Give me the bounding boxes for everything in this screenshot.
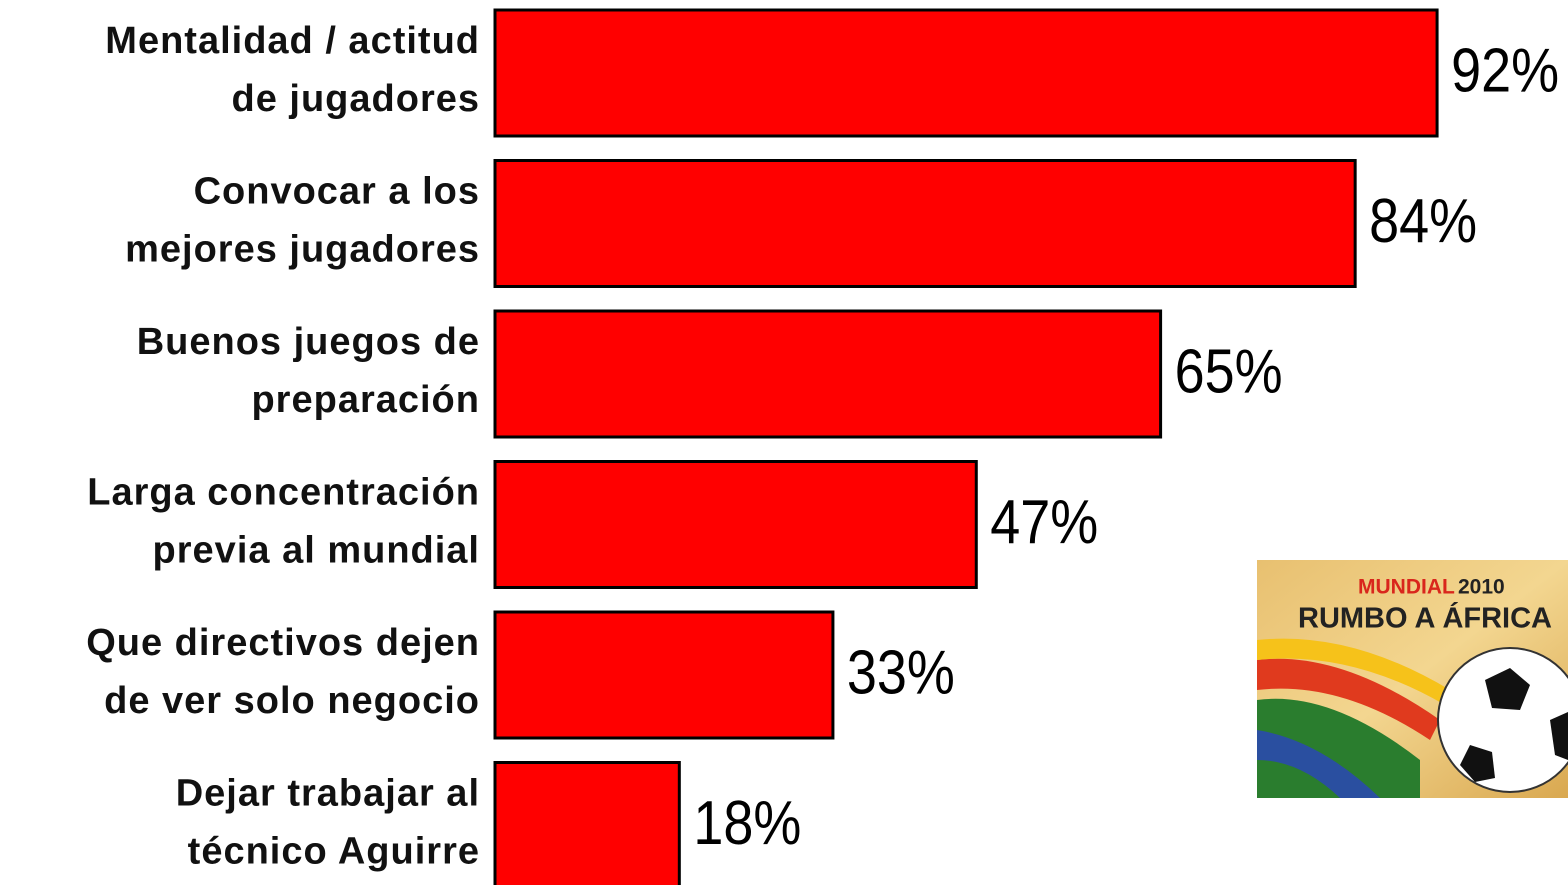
page: MUNDIAL 2010 RUMBO A ÁFRICA Mentalidad /… bbox=[0, 0, 1568, 885]
logo-year: 2010 bbox=[1458, 576, 1505, 599]
chart: MUNDIAL 2010 RUMBO A ÁFRICA Mentalidad /… bbox=[0, 0, 1568, 885]
value-label: 65% bbox=[1175, 337, 1283, 406]
value-label: 18% bbox=[693, 789, 801, 858]
category-label: técnico Aguirre bbox=[188, 831, 480, 873]
category-label: Larga concentración bbox=[87, 472, 480, 514]
value-label: 84% bbox=[1369, 187, 1477, 256]
bar bbox=[495, 311, 1161, 437]
bar bbox=[495, 612, 833, 738]
ball bbox=[1438, 648, 1568, 792]
value-label: 92% bbox=[1451, 36, 1559, 105]
category-label: Buenos juegos de bbox=[137, 321, 480, 363]
category-label: mejores jugadores bbox=[125, 229, 480, 271]
category-label: preparación bbox=[251, 379, 480, 421]
category-label: de jugadores bbox=[232, 78, 481, 120]
bar bbox=[495, 161, 1355, 287]
logo-word: MUNDIAL bbox=[1358, 576, 1455, 599]
value-label: 47% bbox=[990, 488, 1098, 557]
logo: MUNDIAL 2010 RUMBO A ÁFRICA bbox=[1257, 560, 1568, 798]
bar bbox=[495, 10, 1437, 136]
bar bbox=[495, 462, 976, 588]
category-label: Dejar trabajar al bbox=[176, 773, 480, 815]
category-label: de ver solo negocio bbox=[104, 680, 480, 722]
category-label: Mentalidad / actitud bbox=[105, 20, 480, 62]
value-label: 33% bbox=[847, 638, 955, 707]
category-label: previa al mundial bbox=[153, 530, 480, 572]
category-label: Que directivos dejen bbox=[86, 622, 480, 664]
category-label: Convocar a los bbox=[194, 171, 480, 213]
logo-subtitle: RUMBO A ÁFRICA bbox=[1298, 601, 1552, 635]
bar bbox=[495, 763, 679, 885]
